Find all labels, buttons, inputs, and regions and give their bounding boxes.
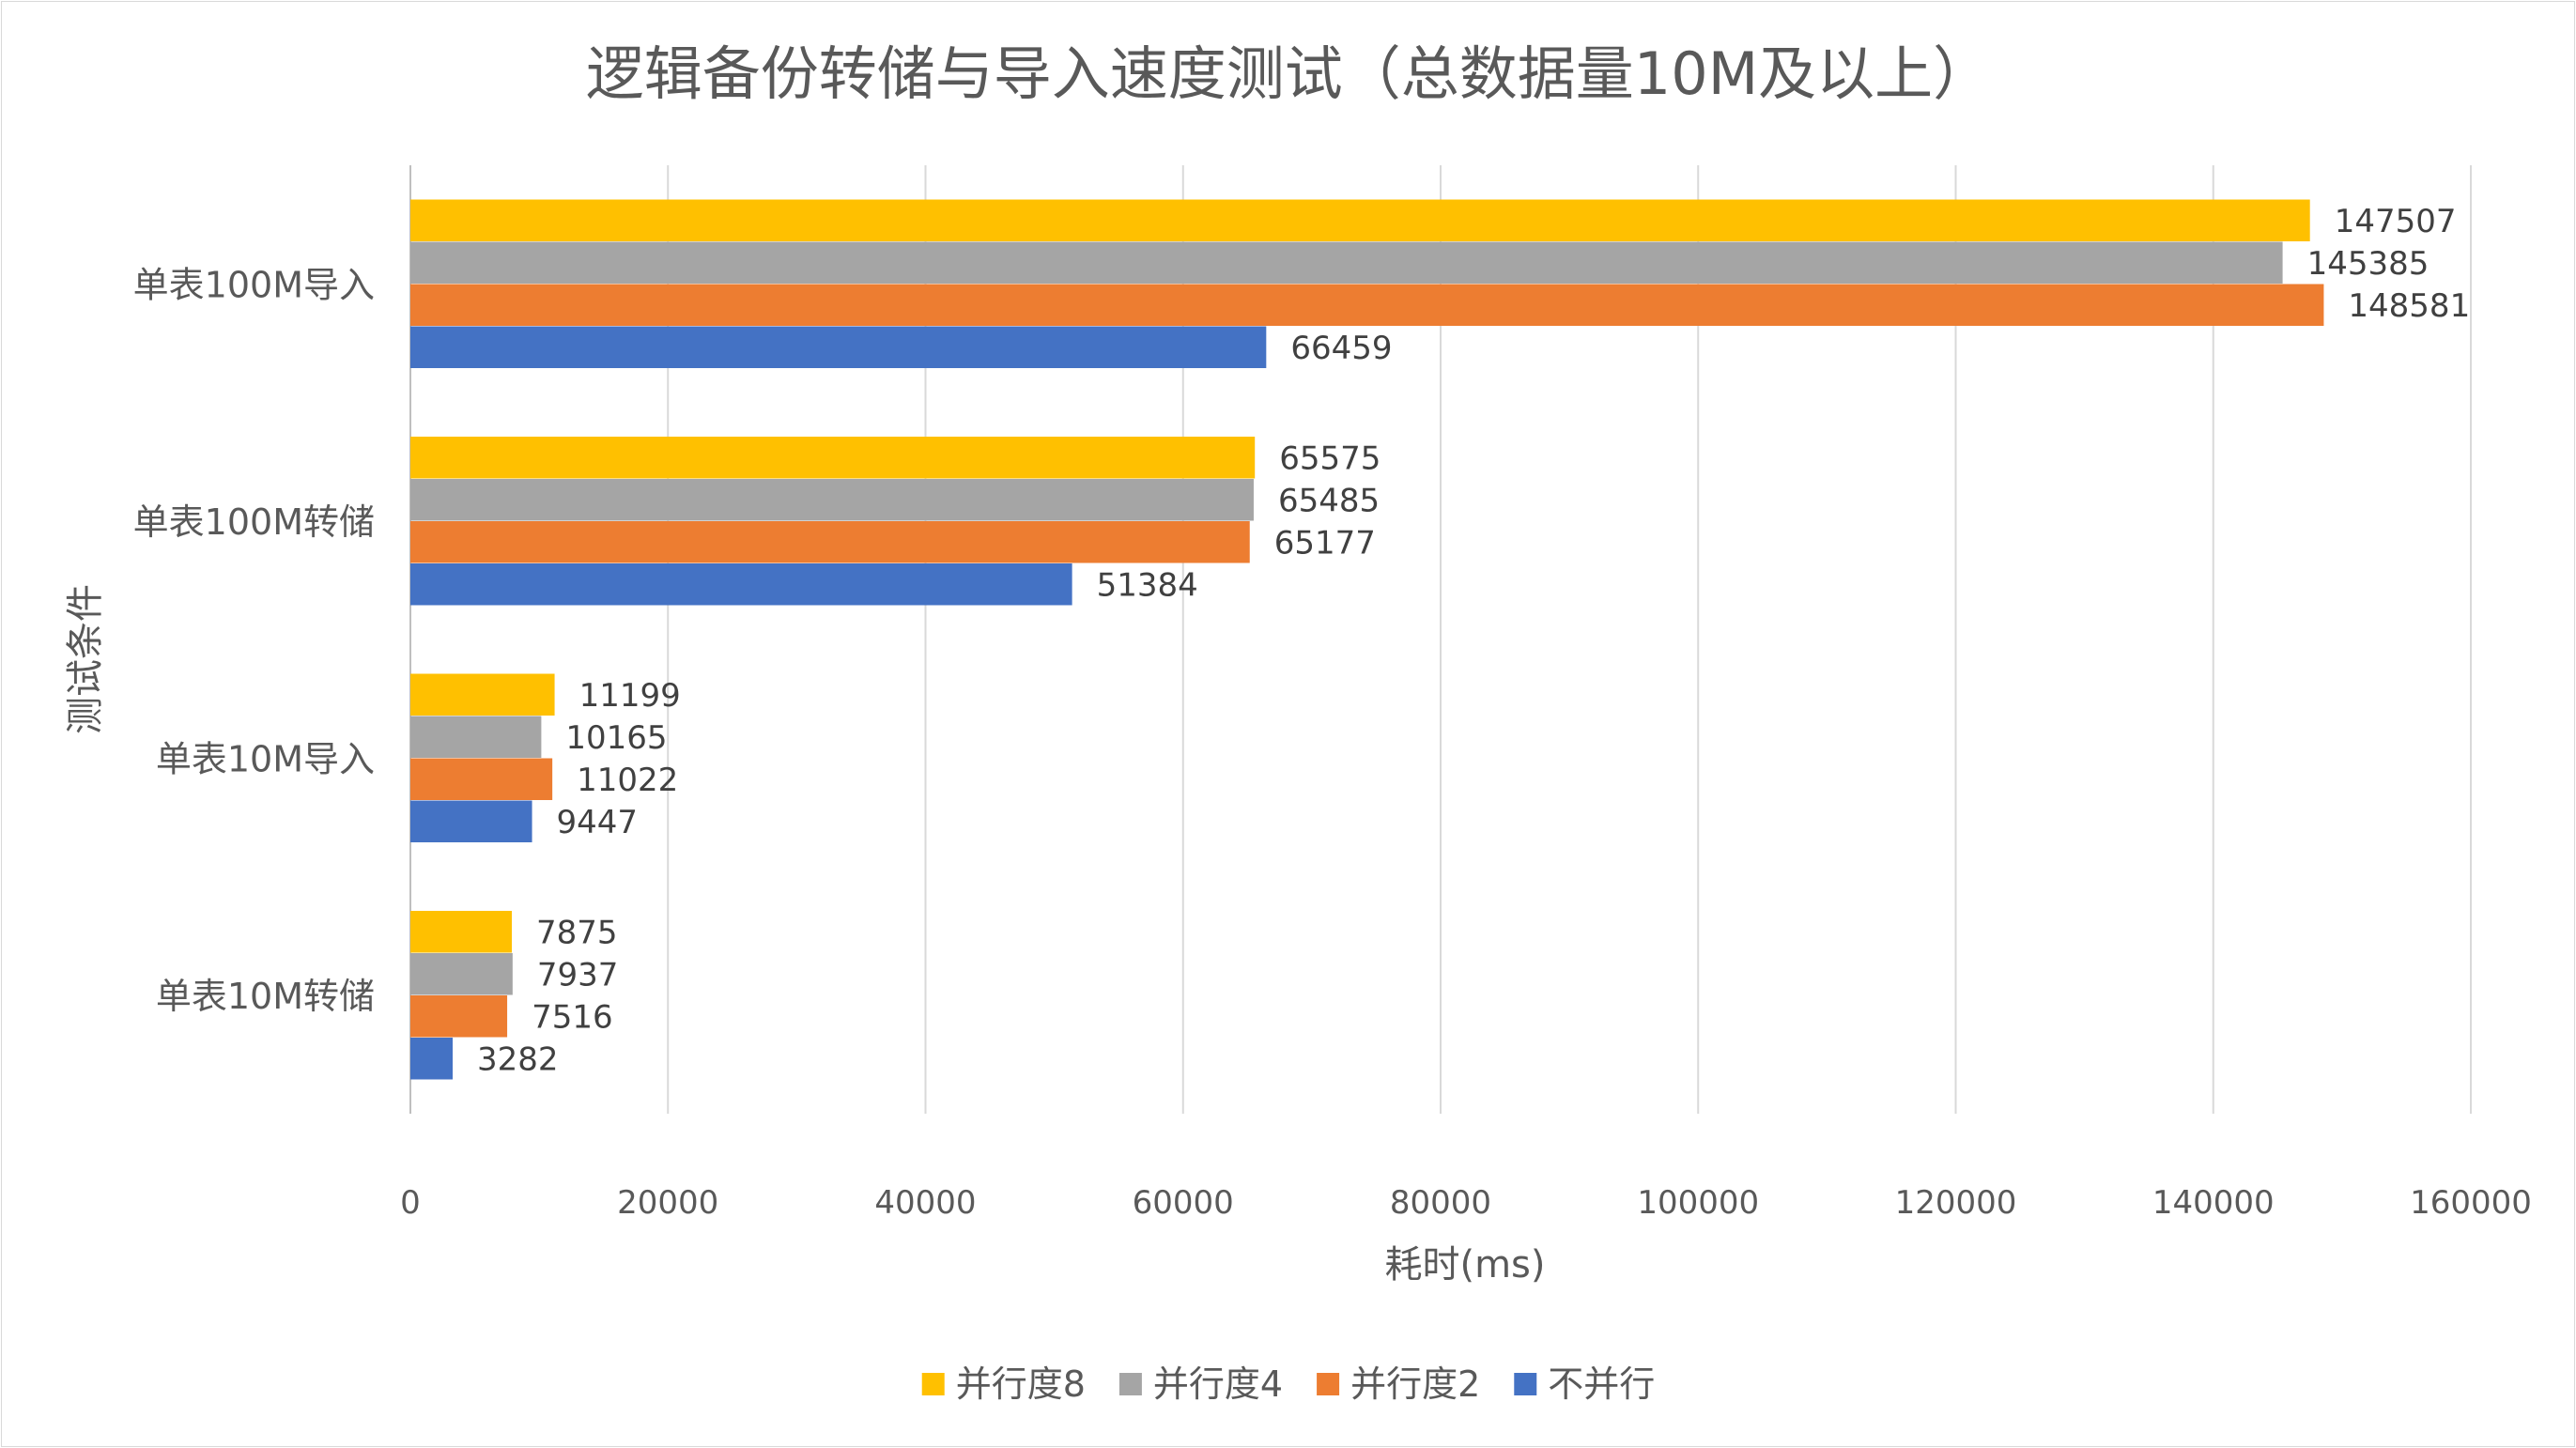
data-label: 7516	[532, 998, 613, 1036]
bar	[410, 800, 532, 842]
category-label: 单表10M导入	[156, 738, 375, 779]
x-tick-label: 80000	[1390, 1184, 1491, 1222]
legend-swatch	[1514, 1373, 1537, 1395]
bar	[410, 563, 1072, 606]
data-label: 11022	[577, 762, 678, 799]
x-tick-label: 20000	[617, 1184, 718, 1222]
legend-item: 并行度2	[1317, 1363, 1480, 1405]
x-tick-label: 160000	[2410, 1184, 2532, 1222]
legend: 并行度8 并行度4 并行度2 不并行	[921, 1363, 1655, 1405]
data-label: 65177	[1274, 524, 1376, 562]
legend-item: 并行度4	[1118, 1363, 1283, 1405]
data-label: 65485	[1278, 482, 1380, 519]
category-label: 单表100M导入	[133, 264, 375, 305]
x-tick-label: 0	[400, 1184, 421, 1222]
data-label: 9447	[557, 804, 639, 841]
data-label: 3282	[477, 1040, 559, 1078]
data-label: 11199	[579, 677, 681, 715]
data-label: 10165	[565, 719, 667, 757]
bar	[410, 241, 2283, 284]
bar	[410, 479, 1254, 521]
legend-label: 并行度2	[1350, 1363, 1480, 1405]
data-label: 145385	[2307, 245, 2429, 283]
bar	[410, 284, 2324, 326]
data-labels: 147507 145385 148581 66459 65575 65485 65177 51…	[477, 203, 2470, 1079]
bar	[410, 758, 553, 800]
data-label: 51384	[1097, 566, 1198, 604]
legend-swatch	[1118, 1373, 1142, 1395]
legend-swatch	[1317, 1373, 1340, 1395]
data-label: 7937	[537, 956, 619, 994]
data-label: 65575	[1279, 439, 1381, 477]
x-axis-title: 耗时(ms)	[1384, 1243, 1545, 1286]
chart-title: 逻辑备份转储与导入速度测试（总数据量10M及以上）	[586, 39, 1991, 108]
legend-item: 不并行	[1514, 1363, 1655, 1405]
x-tick-label: 40000	[874, 1184, 976, 1222]
data-label: 66459	[1290, 330, 1392, 367]
bar	[410, 437, 1256, 479]
legend-label: 并行度8	[956, 1363, 1086, 1405]
bar	[410, 673, 555, 716]
y-axis-title: 测试条件	[64, 584, 107, 734]
category-label: 单表100M转储	[133, 501, 375, 543]
bar	[410, 716, 542, 758]
bar	[410, 199, 2310, 241]
bar	[410, 911, 512, 953]
legend-label: 并行度4	[1153, 1363, 1283, 1405]
x-tick-label: 60000	[1133, 1184, 1234, 1222]
bar	[410, 1038, 454, 1080]
data-label: 7875	[536, 914, 618, 951]
legend-label: 不并行	[1548, 1363, 1655, 1405]
legend-item: 并行度8	[921, 1363, 1086, 1405]
bar	[410, 521, 1250, 563]
bar	[410, 326, 1267, 368]
x-tick-label: 140000	[2152, 1184, 2275, 1222]
x-tick-label: 120000	[1895, 1184, 2017, 1222]
data-label: 148581	[2348, 287, 2470, 325]
x-tick-label: 100000	[1637, 1184, 1759, 1222]
category-label: 单表10M转储	[156, 976, 375, 1017]
legend-swatch	[921, 1373, 945, 1395]
x-tick-labels: 0 20000 40000 60000 80000 100000 120000 140000 1…	[400, 1184, 2532, 1222]
bar	[410, 953, 513, 995]
data-label: 147507	[2335, 203, 2457, 240]
bar	[410, 995, 508, 1038]
bars	[410, 199, 2324, 1080]
